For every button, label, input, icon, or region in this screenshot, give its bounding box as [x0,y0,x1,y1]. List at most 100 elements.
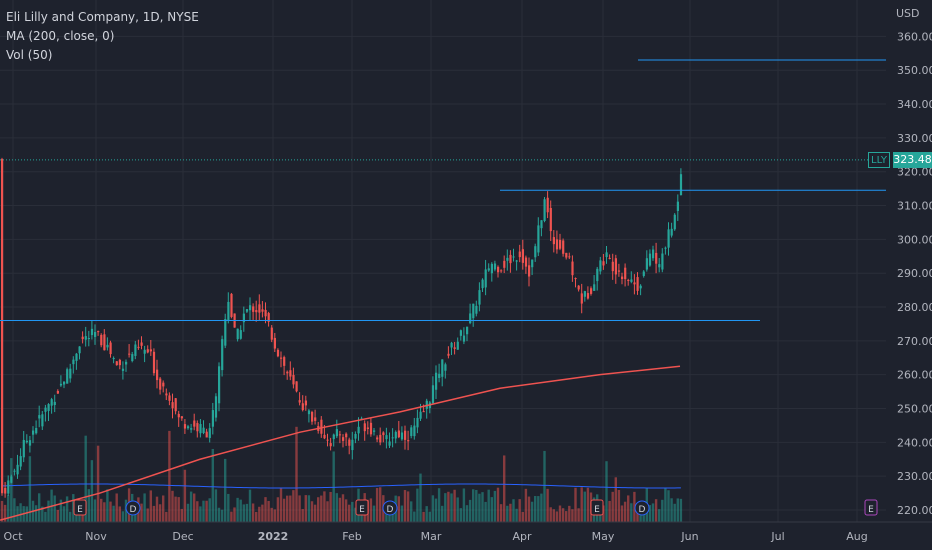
y-tick-label: 280.00 [897,301,932,314]
volume-bar [580,487,583,522]
candle-body [165,393,168,396]
volume-bar [540,493,543,522]
volume-bar [196,501,199,522]
event-marker-E: E [355,499,369,516]
candle-body [47,404,50,411]
y-tick-label: 230.00 [897,470,932,483]
volume-bar [341,494,345,522]
volume-bar [518,499,521,522]
y-tick-label: 360.00 [897,30,932,43]
volume-bar [611,491,614,522]
price-axis[interactable]: 220.00 230.00 240.00 250.00 260.00 270.00 280.… [897,30,932,517]
candle-body [44,407,47,412]
candle-body [112,358,115,360]
candle-body [497,266,500,273]
volume-bar [313,504,317,522]
candle-body [624,267,627,280]
volume-bar [413,511,416,522]
candle-body [453,347,456,349]
volume-bar [360,511,363,522]
candle-body [608,257,611,259]
candle-body [314,417,317,421]
volume-bar [620,505,624,522]
time-axis[interactable]: Oct Nov Dec 2022 Feb Mar Apr May Jun Jul Aug [0,521,932,543]
volume-bar [651,503,655,522]
candle-body [332,434,335,440]
candle-body [518,251,521,258]
volume-bar [90,460,94,522]
candle-body [493,263,497,270]
candle-body [348,439,351,446]
candle-body [413,425,416,437]
candle-body [50,399,53,406]
candle-body [121,368,125,371]
candle-body [521,249,524,263]
candle-body [16,464,19,475]
x-tick-label: Jun [680,530,698,543]
candle-body [239,330,242,339]
volume-bar [565,511,568,522]
candle-body [63,381,66,385]
volume-bar [230,511,233,522]
candle-body [466,326,469,335]
candle-body [335,429,338,437]
candle-body [100,334,103,346]
volume-bar [487,489,490,522]
candle-body [75,353,78,361]
candle-body [537,225,540,253]
candle-body [363,423,366,432]
volume-bar [289,495,292,522]
candle-body [236,328,239,340]
legend-ma[interactable]: MA (200, close, 0) [6,29,115,43]
volume-bar [143,493,146,522]
volume-bar [62,506,66,522]
last-price-tag: 323.48 [893,152,932,168]
candle-body [211,410,214,427]
candle-body [245,309,249,312]
candle-body [134,344,137,356]
candle-body [490,263,493,274]
candle-body [304,400,307,406]
candle-body [267,313,270,322]
ticker-tag: LLY [868,152,890,168]
candle-body [382,432,385,436]
volume-ma-path [1,483,681,489]
volume-bar [202,500,205,522]
x-tick-label: Mar [421,530,442,543]
candle-body [456,341,459,350]
legend-title[interactable]: Eli Lilly and Company, 1D, NYSE [6,10,199,24]
volume-bar [180,508,183,522]
candle-body [475,305,478,314]
candle-body [571,261,574,276]
volume-bar [400,505,404,522]
volume-bar [465,505,469,522]
volume-bar [205,500,208,522]
volume-bar [338,497,342,522]
candle-body [78,346,81,354]
volume-bar [38,493,41,522]
volume-bar [344,499,348,522]
volume-bar [44,511,47,522]
volume-bar [475,489,478,522]
candle-body [295,381,298,392]
candle-body [230,293,233,317]
volume-bar [69,511,72,522]
legend-vol[interactable]: Vol (50) [6,48,53,62]
candle-body [444,364,447,371]
candle-body [639,285,642,289]
volume-bar [654,499,658,522]
candle-body [472,303,475,319]
candle-body [183,424,187,429]
volume-bar [509,503,512,522]
currency-label[interactable]: USD [896,7,920,20]
volume-bar [251,503,255,522]
volume-bar [286,495,289,522]
volume-bar [264,497,267,522]
horizontal-levels[interactable] [0,59,886,322]
volume-bar [0,500,4,522]
volume-bar [450,493,453,522]
volume-bar [87,489,90,522]
candle-body [193,420,196,427]
